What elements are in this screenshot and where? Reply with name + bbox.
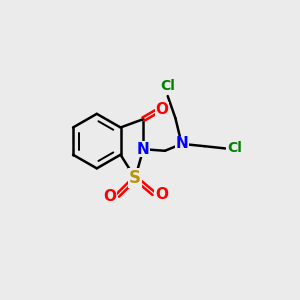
Text: O: O (155, 102, 168, 117)
Text: O: O (155, 187, 168, 202)
Text: N: N (137, 142, 150, 157)
Text: N: N (175, 136, 188, 152)
Text: S: S (129, 169, 141, 187)
Text: Cl: Cl (227, 142, 242, 155)
Text: Cl: Cl (160, 79, 175, 93)
Text: O: O (103, 189, 116, 204)
